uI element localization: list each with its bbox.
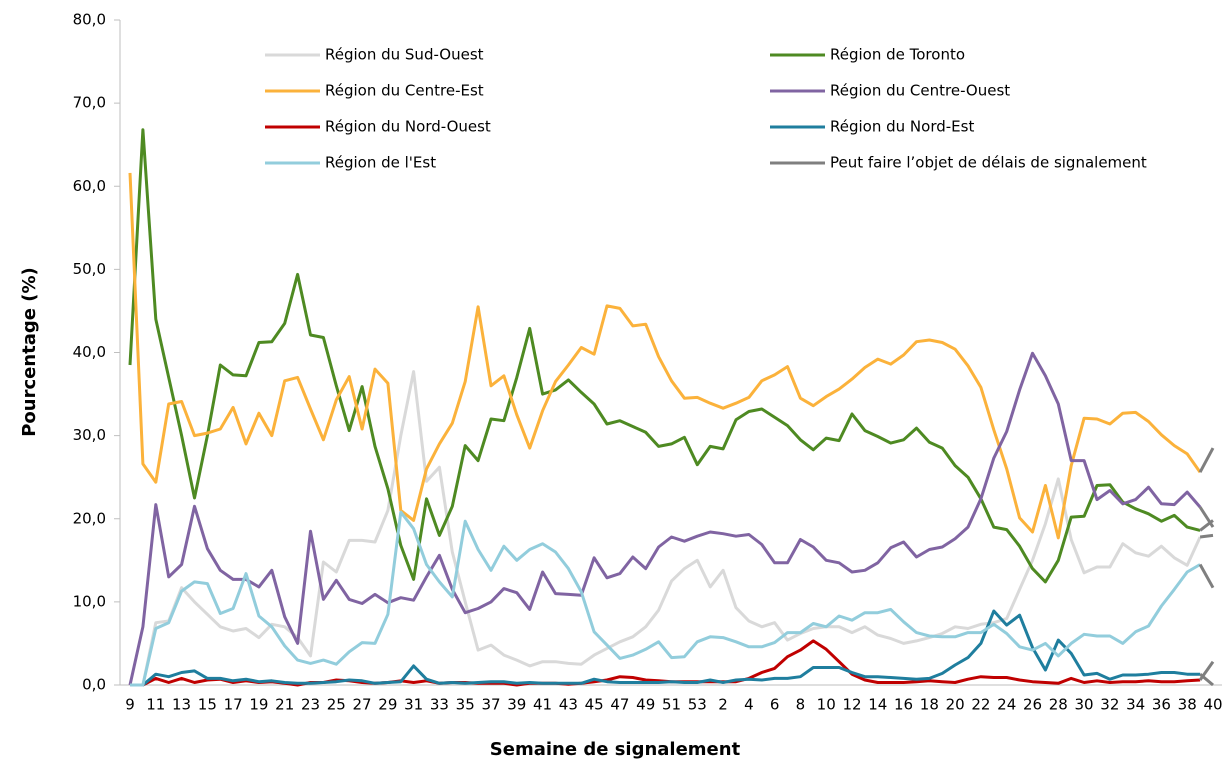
x-tick-label: 24 bbox=[997, 696, 1016, 714]
y-tick-label: 30,0 bbox=[73, 426, 106, 444]
series-line bbox=[128, 172, 1202, 540]
x-tick-label: 35 bbox=[456, 696, 475, 714]
x-tick-label: 27 bbox=[353, 696, 372, 714]
legend-label: Région de l'Est bbox=[325, 154, 436, 172]
x-tick-label: 53 bbox=[688, 696, 707, 714]
x-tick-label: 11 bbox=[146, 696, 165, 714]
delayed-segment bbox=[1199, 533, 1214, 539]
x-tick-label: 51 bbox=[662, 696, 681, 714]
x-tick-label: 36 bbox=[1152, 696, 1171, 714]
y-axis-title: Pourcentage (%) bbox=[19, 267, 40, 437]
x-tick-label: 8 bbox=[796, 696, 806, 714]
x-tick-label: 22 bbox=[971, 696, 990, 714]
x-tick-label: 31 bbox=[404, 696, 423, 714]
x-tick-label: 39 bbox=[507, 696, 526, 714]
series-line bbox=[128, 128, 1201, 584]
legend-label: Région du Nord-Ouest bbox=[325, 118, 491, 136]
x-tick-label: 12 bbox=[842, 696, 861, 714]
x-tick-label: 6 bbox=[770, 696, 780, 714]
y-tick-label: 10,0 bbox=[73, 592, 106, 610]
legend-label: Région du Centre-Ouest bbox=[830, 82, 1010, 100]
legend-label: Région du Sud-Ouest bbox=[325, 46, 484, 64]
x-tick-label: 34 bbox=[1126, 696, 1145, 714]
x-tick-label: 13 bbox=[172, 696, 191, 714]
series-line bbox=[130, 370, 1202, 687]
x-tick-label: 20 bbox=[946, 696, 965, 714]
x-tick-label: 40 bbox=[1203, 696, 1222, 714]
legend-label: Région du Centre-Est bbox=[325, 82, 484, 100]
y-tick-label: 60,0 bbox=[73, 177, 106, 195]
series-line bbox=[130, 609, 1201, 687]
x-axis-title: Semaine de signalement bbox=[490, 739, 741, 760]
x-tick-label: 47 bbox=[610, 696, 629, 714]
legend-label: Région de Toronto bbox=[830, 46, 965, 64]
x-tick-label: 9 bbox=[125, 696, 135, 714]
y-tick-label: 50,0 bbox=[73, 260, 106, 278]
x-tick-label: 26 bbox=[1023, 696, 1042, 714]
x-tick-label: 38 bbox=[1178, 696, 1197, 714]
x-tick-label: 10 bbox=[817, 696, 836, 714]
series-line bbox=[128, 351, 1202, 686]
y-tick-label: 80,0 bbox=[73, 11, 106, 29]
delayed-segment bbox=[1199, 673, 1214, 687]
y-tick-label: 20,0 bbox=[73, 509, 106, 527]
x-tick-label: 28 bbox=[1049, 696, 1068, 714]
y-tick-label: 70,0 bbox=[73, 94, 106, 112]
x-tick-label: 41 bbox=[533, 696, 552, 714]
x-tick-label: 43 bbox=[559, 696, 578, 714]
x-tick-label: 23 bbox=[301, 696, 320, 714]
x-tick-label: 16 bbox=[894, 696, 913, 714]
delayed-segment bbox=[1198, 506, 1215, 528]
legend-label: Peut faire l’objet de délais de signalem… bbox=[830, 154, 1147, 172]
y-tick-label: 0,0 bbox=[82, 676, 106, 694]
x-tick-label: 15 bbox=[198, 696, 217, 714]
x-tick-label: 30 bbox=[1075, 696, 1094, 714]
x-tick-label: 2 bbox=[718, 696, 728, 714]
x-tick-label: 4 bbox=[744, 696, 754, 714]
x-tick-label: 33 bbox=[430, 696, 449, 714]
x-tick-label: 29 bbox=[378, 696, 397, 714]
y-tick-label: 40,0 bbox=[73, 343, 106, 361]
x-tick-label: 21 bbox=[275, 696, 294, 714]
x-tick-label: 25 bbox=[327, 696, 346, 714]
series-line bbox=[130, 510, 1201, 687]
x-tick-label: 32 bbox=[1100, 696, 1119, 714]
legend-label: Région du Nord-Est bbox=[830, 118, 974, 136]
x-tick-label: 17 bbox=[224, 696, 243, 714]
x-tick-label: 19 bbox=[249, 696, 268, 714]
x-tick-label: 49 bbox=[636, 696, 655, 714]
x-tick-label: 18 bbox=[920, 696, 939, 714]
x-tick-label: 45 bbox=[585, 696, 604, 714]
x-tick-label: 37 bbox=[481, 696, 500, 714]
delayed-segment bbox=[1198, 563, 1215, 589]
x-tick-label: 14 bbox=[868, 696, 887, 714]
delayed-segment bbox=[1198, 447, 1215, 473]
